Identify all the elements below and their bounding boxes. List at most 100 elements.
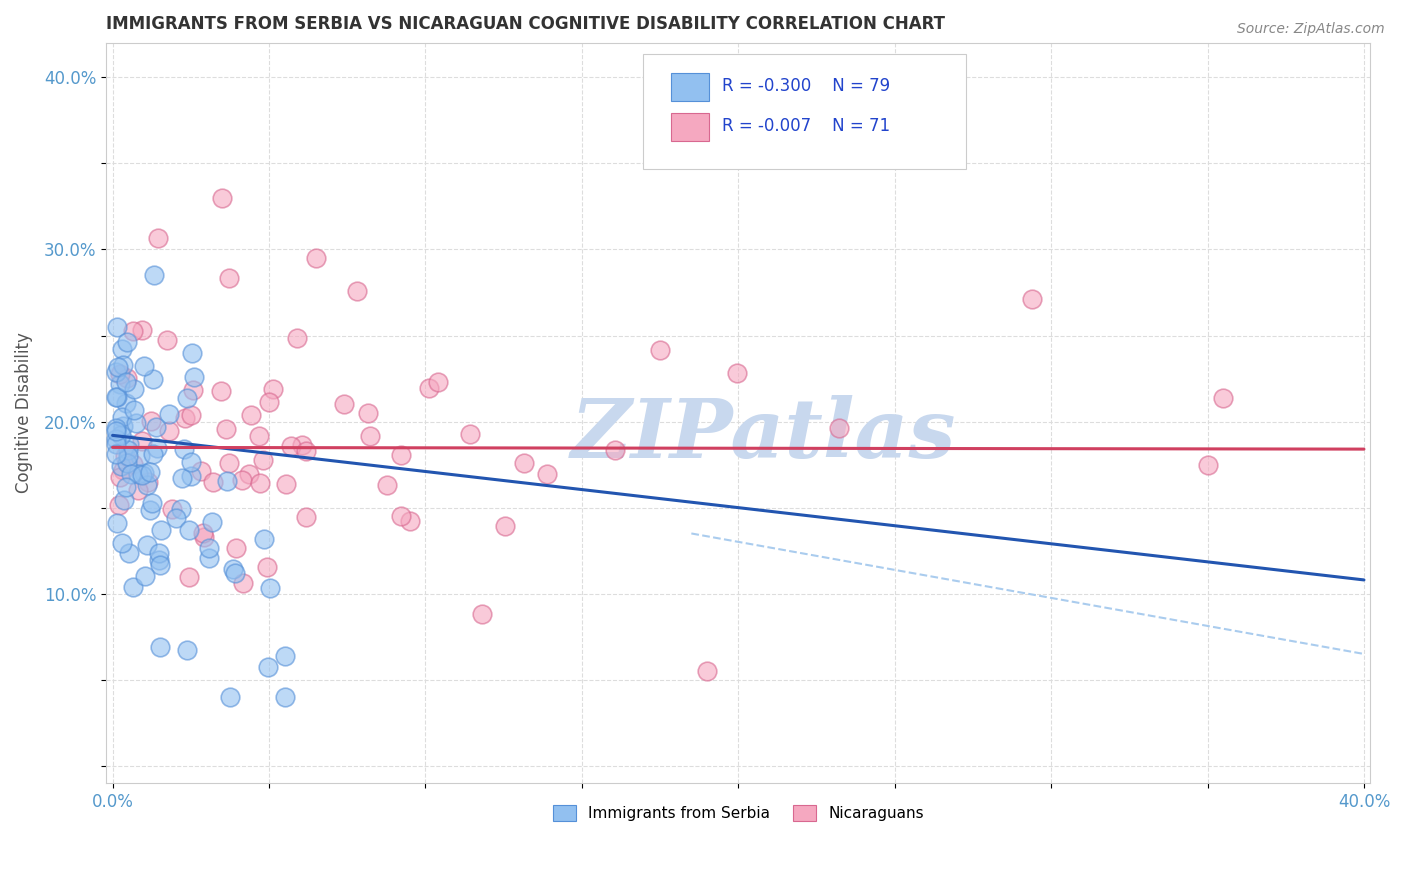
Text: R = -0.300    N = 79: R = -0.300 N = 79 <box>721 77 890 95</box>
Point <box>179 570 201 584</box>
Point <box>111 535 134 549</box>
Point <box>142 372 165 386</box>
Point <box>104 447 127 461</box>
FancyBboxPatch shape <box>644 54 966 169</box>
Point <box>180 455 202 469</box>
Y-axis label: Cognitive Disability: Cognitive Disability <box>15 333 32 493</box>
Point <box>120 467 142 481</box>
Legend: Immigrants from Serbia, Nicaraguans: Immigrants from Serbia, Nicaraguans <box>547 799 929 827</box>
Point <box>252 452 274 467</box>
Point <box>117 442 139 457</box>
Point <box>170 471 193 485</box>
Point <box>218 456 240 470</box>
Point <box>197 541 219 555</box>
Point <box>399 514 422 528</box>
Point <box>183 370 205 384</box>
Point <box>135 477 157 491</box>
Point <box>259 582 281 596</box>
Text: R = -0.007    N = 71: R = -0.007 N = 71 <box>721 117 890 135</box>
Point <box>104 424 127 438</box>
Point <box>149 558 172 573</box>
Point <box>127 467 149 481</box>
Point <box>240 408 263 422</box>
Point <box>148 231 170 245</box>
Point <box>110 428 132 442</box>
Point <box>131 468 153 483</box>
Point <box>209 384 232 398</box>
Point <box>122 324 145 338</box>
Point <box>257 660 280 674</box>
Point <box>105 516 128 530</box>
Point <box>135 538 157 552</box>
Point <box>224 566 246 580</box>
FancyBboxPatch shape <box>671 73 709 102</box>
Text: ZIPatlas: ZIPatlas <box>571 395 956 475</box>
Point <box>603 443 626 458</box>
Point <box>193 530 215 544</box>
Point <box>181 383 204 397</box>
Point <box>180 408 202 422</box>
Point <box>696 664 718 678</box>
Point <box>1212 391 1234 405</box>
Point <box>115 396 138 410</box>
Point <box>105 320 128 334</box>
Point <box>112 418 135 433</box>
Point <box>104 390 127 404</box>
Point <box>108 377 131 392</box>
Point <box>201 515 224 529</box>
Point <box>122 580 145 594</box>
Point <box>1021 293 1043 307</box>
Point <box>156 333 179 347</box>
Point <box>359 428 381 442</box>
Point <box>146 441 169 455</box>
Point <box>173 442 195 457</box>
Point <box>129 449 152 463</box>
Point <box>117 449 139 463</box>
Point <box>218 271 240 285</box>
Point <box>273 690 295 704</box>
Point <box>285 331 308 345</box>
Point <box>180 469 202 483</box>
Point <box>115 371 138 385</box>
Point <box>105 390 128 404</box>
Point <box>170 502 193 516</box>
Point <box>118 437 141 451</box>
Text: IMMIGRANTS FROM SERBIA VS NICARAGUAN COGNITIVE DISABILITY CORRELATION CHART: IMMIGRANTS FROM SERBIA VS NICARAGUAN COG… <box>107 15 945 33</box>
Point <box>389 448 412 462</box>
Point <box>125 416 148 430</box>
Point <box>173 410 195 425</box>
Point <box>111 463 134 477</box>
Point <box>418 381 440 395</box>
Point <box>650 343 672 357</box>
Point <box>197 550 219 565</box>
Point <box>131 434 153 449</box>
Point <box>536 467 558 481</box>
Point <box>104 437 127 451</box>
Point <box>295 510 318 524</box>
Point <box>149 640 172 655</box>
Point <box>494 519 516 533</box>
Point <box>142 447 165 461</box>
Point <box>141 496 163 510</box>
Point <box>139 413 162 427</box>
Point <box>470 607 492 621</box>
Point <box>827 420 849 434</box>
Point <box>458 427 481 442</box>
Point <box>157 424 180 438</box>
Point <box>114 375 136 389</box>
Point <box>231 474 253 488</box>
Point <box>225 541 247 556</box>
Point <box>257 395 280 409</box>
Point <box>122 402 145 417</box>
Point <box>115 456 138 470</box>
Point <box>333 397 356 411</box>
Point <box>145 420 167 434</box>
Point <box>357 406 380 420</box>
Point <box>427 375 450 389</box>
Point <box>253 532 276 546</box>
Point <box>138 503 160 517</box>
Point <box>215 474 238 488</box>
Point <box>122 457 145 471</box>
Point <box>127 483 149 497</box>
Point <box>513 456 536 470</box>
